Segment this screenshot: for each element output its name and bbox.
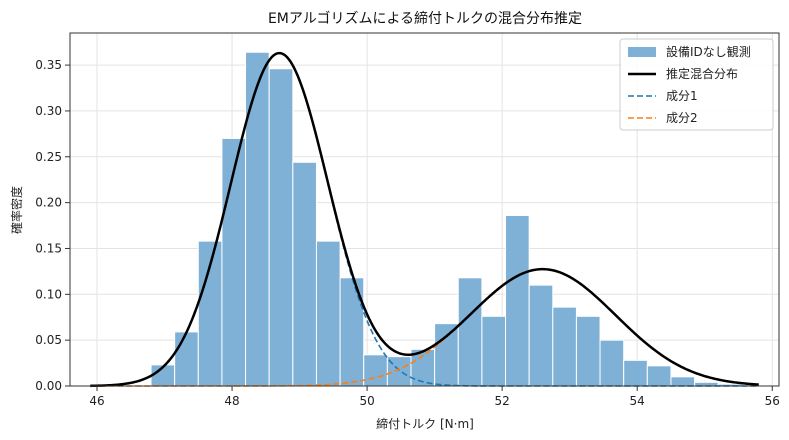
y-tick-label: 0.20 bbox=[35, 196, 62, 210]
histogram-bar bbox=[481, 315, 507, 387]
histogram-bar bbox=[457, 277, 483, 387]
histogram-bar bbox=[245, 51, 270, 387]
legend-swatch bbox=[628, 47, 656, 57]
histogram-bar bbox=[575, 315, 601, 387]
legend-label: 推定混合分布 bbox=[666, 66, 738, 81]
x-tick-label: 56 bbox=[765, 394, 780, 408]
y-axis-title: 確率密度 bbox=[9, 186, 24, 234]
x-tick-label: 54 bbox=[630, 394, 645, 408]
legend-label: 成分2 bbox=[666, 111, 698, 125]
y-tick-label: 0.25 bbox=[35, 150, 62, 164]
histogram-bar bbox=[646, 365, 672, 387]
legend-label: 成分1 bbox=[666, 89, 698, 103]
histogram-bar bbox=[434, 323, 459, 387]
x-tick-label: 46 bbox=[89, 394, 104, 408]
legend-box bbox=[619, 38, 774, 131]
y-tick-label: 0.35 bbox=[35, 58, 62, 72]
y-tick-label: 0.00 bbox=[35, 379, 62, 393]
y-tick-label: 0.30 bbox=[35, 104, 62, 118]
histogram-bar bbox=[528, 284, 554, 387]
histogram-bar bbox=[670, 376, 696, 387]
histogram-bar bbox=[623, 359, 648, 387]
histogram-bar bbox=[174, 331, 199, 387]
histogram-bar bbox=[505, 214, 530, 387]
x-tick-label: 48 bbox=[224, 394, 239, 408]
x-tick-label: 50 bbox=[359, 394, 374, 408]
y-tick-label: 0.05 bbox=[35, 333, 62, 347]
x-tick-label: 52 bbox=[495, 394, 510, 408]
legend-label: 設備IDなし観測 bbox=[666, 44, 751, 59]
histogram-bar bbox=[599, 339, 625, 387]
y-tick-label: 0.15 bbox=[35, 241, 62, 255]
x-axis-title: 締付トルク [N·m] bbox=[376, 416, 474, 431]
histogram-bar bbox=[268, 68, 294, 387]
histogram-bar bbox=[363, 354, 388, 387]
series-line bbox=[90, 51, 759, 388]
x-axis: 46 48 50 52 54 56 bbox=[89, 386, 780, 408]
y-tick-label: 0.10 bbox=[35, 287, 62, 301]
histogram-bar bbox=[315, 240, 341, 387]
y-axis: 0.00 0.05 0.10 0.15 0.20 0.25 0.30 0.35 bbox=[35, 58, 70, 393]
histogram-bar bbox=[552, 306, 577, 387]
chart-title: EMアルゴリズムによる締付トルクの混合分布推定 bbox=[268, 10, 582, 27]
plot-frame bbox=[69, 32, 780, 387]
histogram-bar bbox=[292, 161, 317, 387]
